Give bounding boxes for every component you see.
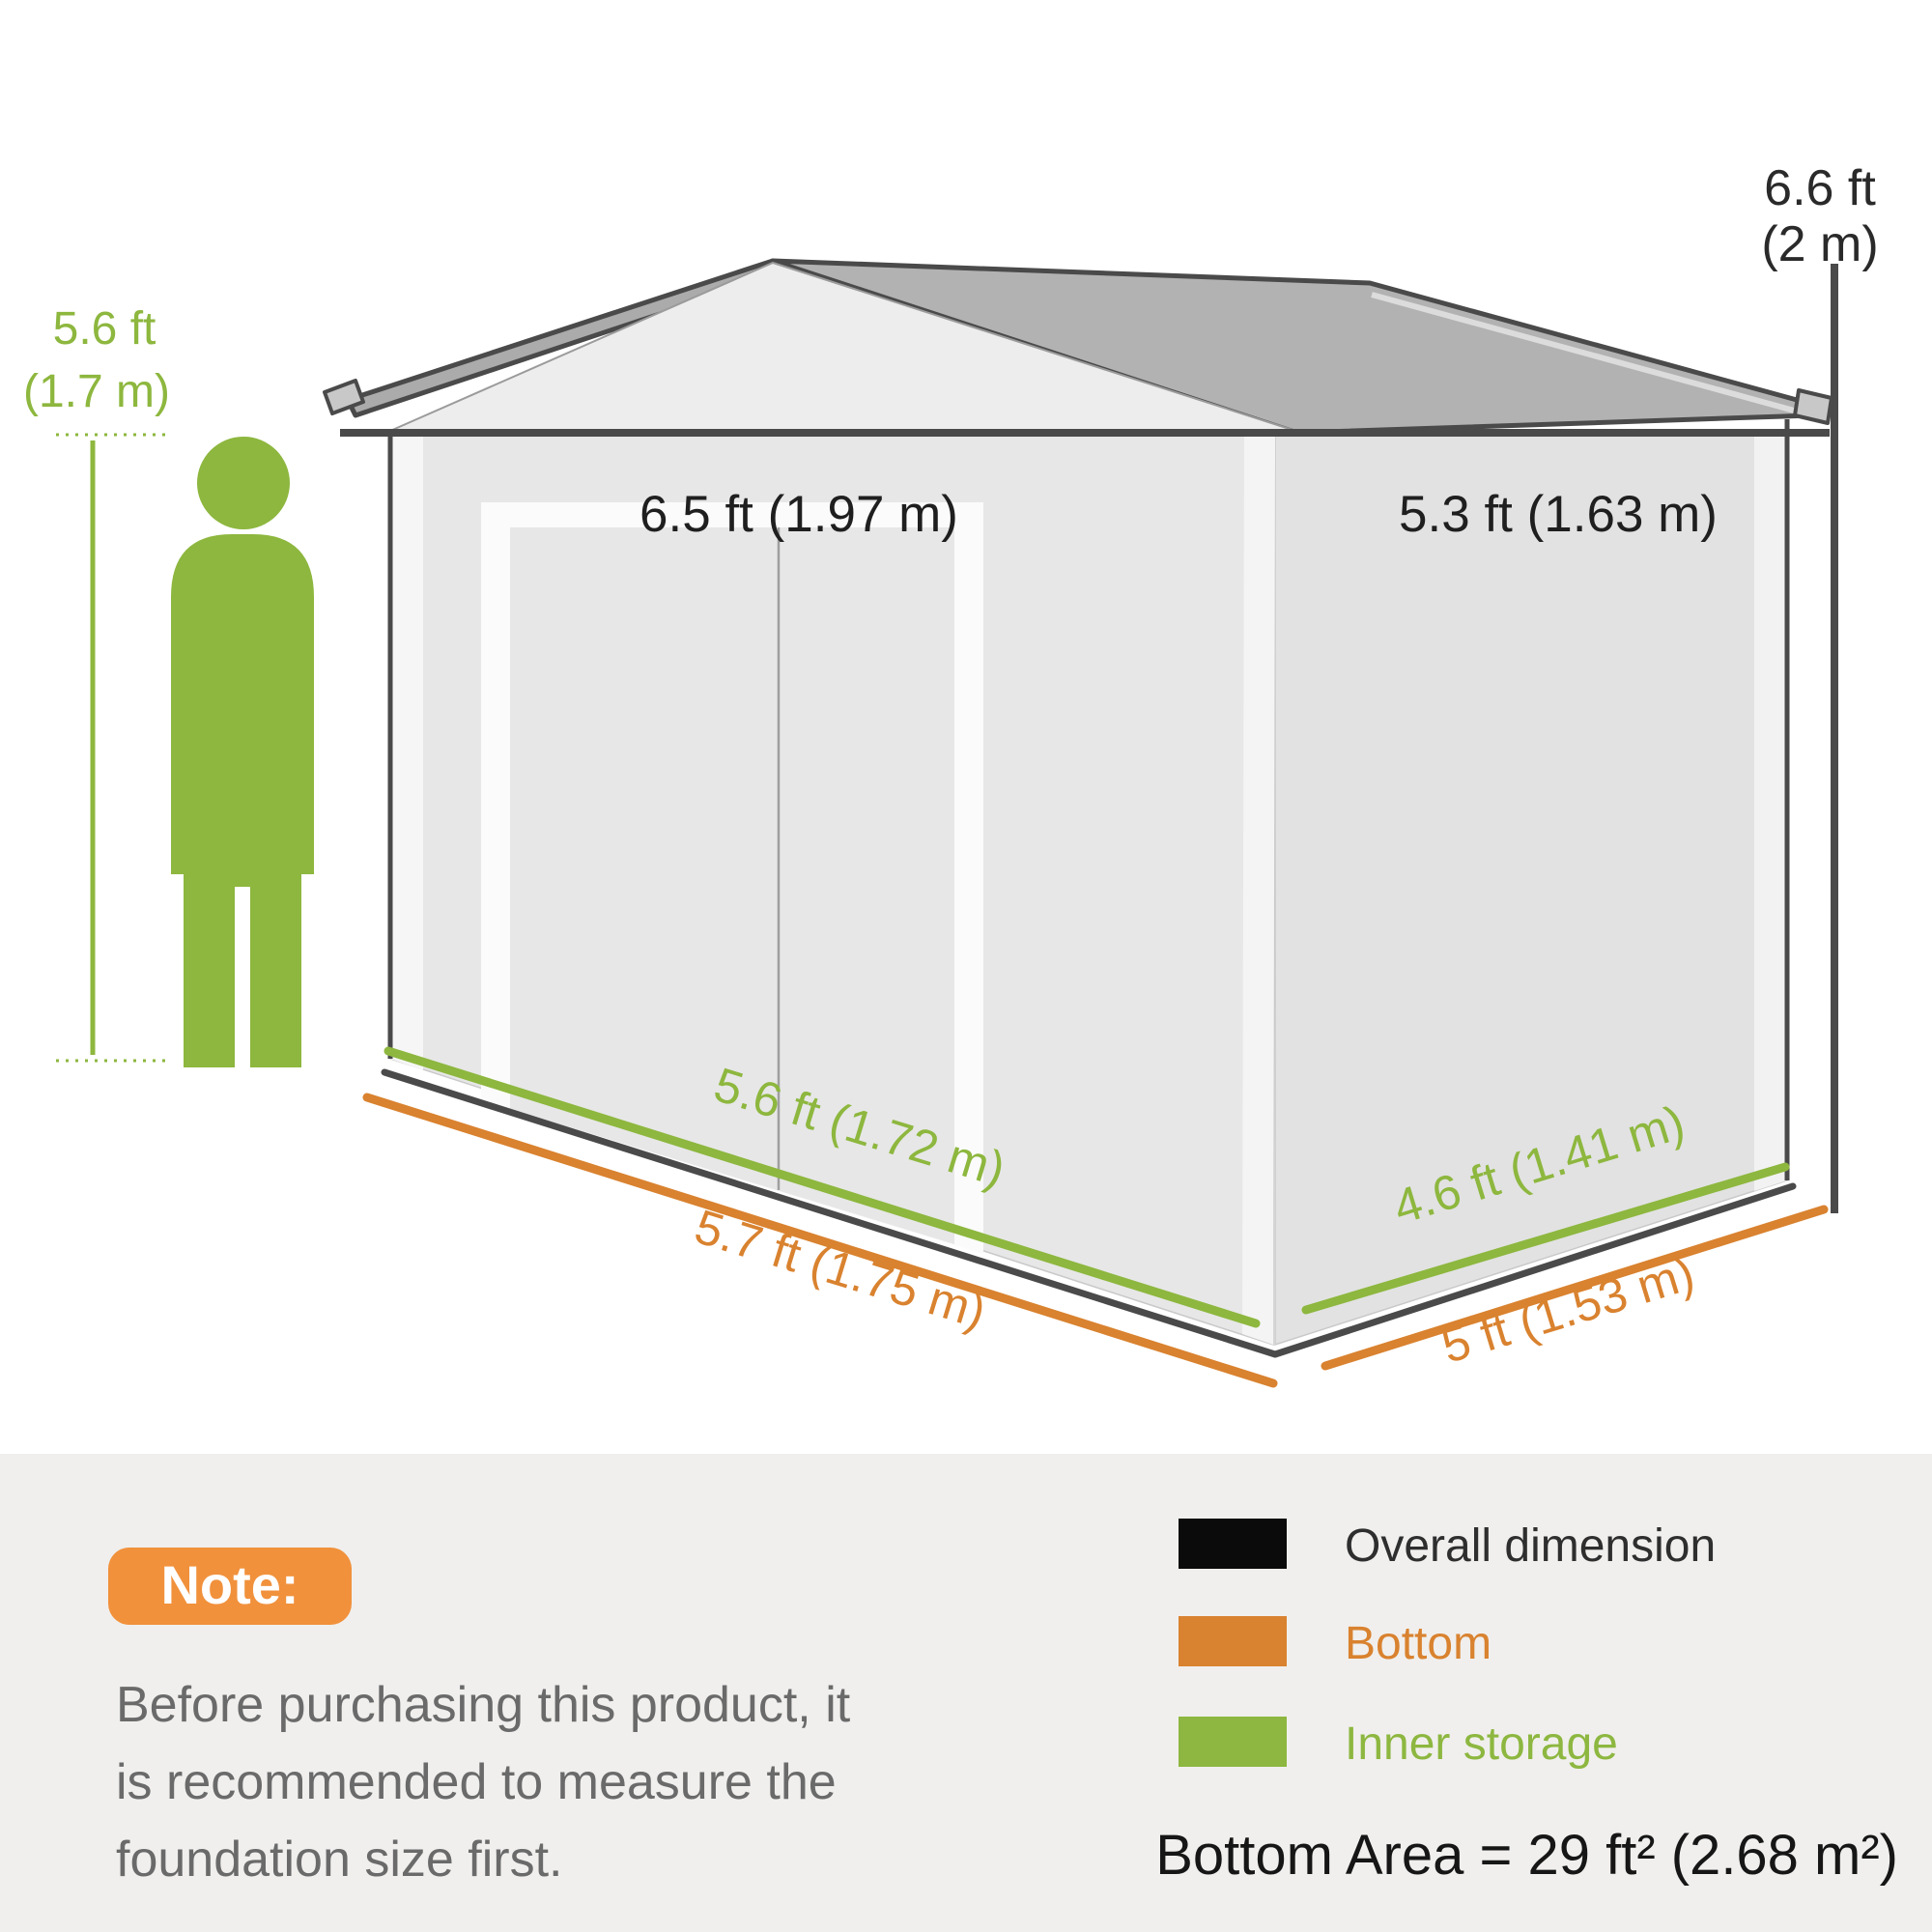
inner-storage-lines <box>384 1046 1790 1328</box>
bottom-lines <box>362 1093 1829 1388</box>
note-badge-label: Note: <box>160 1554 298 1615</box>
side-depth-label: 5.3 ft (1.63 m) <box>1399 486 1718 543</box>
door-panels <box>510 527 954 1244</box>
note-badge <box>108 1548 352 1625</box>
legend-swatch-bottom <box>1179 1616 1287 1666</box>
person-head <box>197 437 290 529</box>
bottom-area-text: Bottom Area = 29 ft² (2.68 m²) <box>1155 1824 1898 1887</box>
note-text-line3: foundation size first. <box>116 1832 562 1888</box>
person-figure <box>171 437 314 1067</box>
info-panel-background <box>0 1454 1932 1932</box>
inner-depth-line <box>1301 1162 1790 1315</box>
front-left-corner-trim <box>390 433 423 1070</box>
note-text-line1: Before purchasing this product, it <box>116 1677 851 1733</box>
person-height-dimension: 5.6 ft (1.7 m) <box>23 303 170 1063</box>
legend-swatch-overall <box>1179 1519 1287 1569</box>
legend-label-inner: Inner storage <box>1345 1719 1618 1770</box>
person-body <box>171 534 314 1067</box>
roof-left-eave-cap <box>323 379 365 415</box>
person-height-label-m: (1.7 m) <box>23 366 170 417</box>
note-block: Note: Before purchasing this product, it… <box>108 1548 851 1888</box>
roof-right-eave-cap <box>1793 388 1833 425</box>
overall-height-label-m: (2 m) <box>1761 216 1878 272</box>
roof-rear-fascia-line <box>1371 292 1805 416</box>
legend-label-overall: Overall dimension <box>1345 1520 1716 1572</box>
inner-width-line <box>384 1046 1261 1328</box>
overall-height-label-ft: 6.6 ft <box>1764 160 1876 216</box>
person-height-label-ft: 5.6 ft <box>53 303 156 355</box>
side-right-corner-trim <box>1754 433 1787 1191</box>
front-width-label: 6.5 ft (1.97 m) <box>639 486 958 543</box>
shed-base-outline <box>381 1068 1797 1358</box>
legend-label-bottom: Bottom <box>1345 1618 1492 1669</box>
legend-swatch-inner <box>1179 1717 1287 1767</box>
bottom-depth-line <box>1321 1205 1829 1371</box>
note-text-line2: is recommended to measure the <box>116 1754 837 1810</box>
bottom-width-line <box>362 1093 1278 1388</box>
front-right-corner-trim <box>1242 433 1275 1345</box>
legend: Overall dimension Bottom Inner storage B… <box>1155 1519 1898 1887</box>
